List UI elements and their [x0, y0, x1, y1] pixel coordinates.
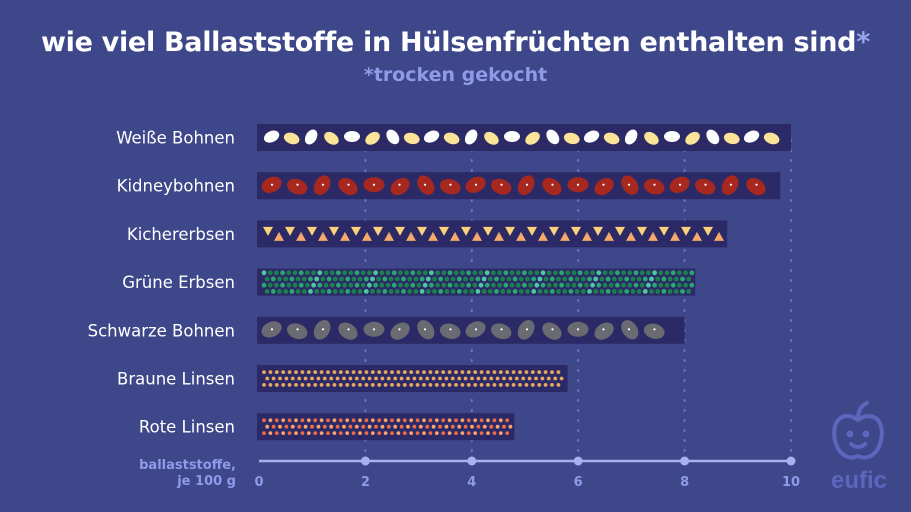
tick-label: 8	[680, 475, 689, 490]
tick-label: 6	[574, 475, 583, 490]
category-label: Kidneybohnen	[117, 177, 235, 196]
title-text: wie viel Ballaststoffe in Hülsenfrüchten…	[40, 27, 857, 58]
x-axis: 0 2 4 6 8 10 ballaststoffe,je 100 g	[139, 456, 800, 490]
bar-kichererbsen	[257, 220, 728, 248]
category-label: Schwarze Bohnen	[88, 321, 235, 340]
category-labels: Weiße Bohnen Kidneybohnen Kichererbsen Grün…	[88, 129, 235, 437]
chart-subtitle: *trocken gekocht	[363, 64, 548, 86]
logo-text: eufic	[831, 467, 887, 494]
chart-title: wie viel Ballaststoffe in Hülsenfrüchten…	[0, 27, 911, 58]
category-label: Kichererbsen	[127, 225, 235, 244]
tick-label: 0	[254, 475, 263, 490]
x-axis-label: ballaststoffe,	[139, 458, 236, 473]
category-label: Weiße Bohnen	[116, 129, 235, 148]
tick-marker-4	[467, 456, 477, 466]
tick-marker-8	[680, 456, 690, 466]
tick-marker-10	[786, 456, 796, 466]
bar-schwarze-bohnen	[257, 316, 685, 344]
tick-marker-2	[360, 456, 370, 466]
category-label: Braune Linsen	[117, 370, 235, 389]
category-label: Rote Linsen	[139, 418, 235, 437]
x-axis-label: je 100 g	[176, 474, 236, 489]
title-footnote-mark: *	[856, 27, 871, 58]
apple-face-icon	[832, 401, 884, 460]
bars	[257, 124, 791, 441]
bar-rote-linsen	[257, 413, 515, 441]
category-label: Grüne Erbsen	[122, 273, 235, 292]
tick-label: 4	[467, 475, 476, 490]
bar-grüne-erbsen	[257, 268, 696, 296]
bar-kidneybohnen	[257, 172, 781, 200]
tick-label: 2	[361, 475, 370, 490]
tick-marker-6	[573, 456, 583, 466]
bar-weiße-bohnen	[257, 124, 791, 151]
bar-braune-linsen	[257, 365, 568, 392]
eufic-logo: eufic	[831, 401, 887, 494]
tick-label: 10	[782, 475, 800, 490]
